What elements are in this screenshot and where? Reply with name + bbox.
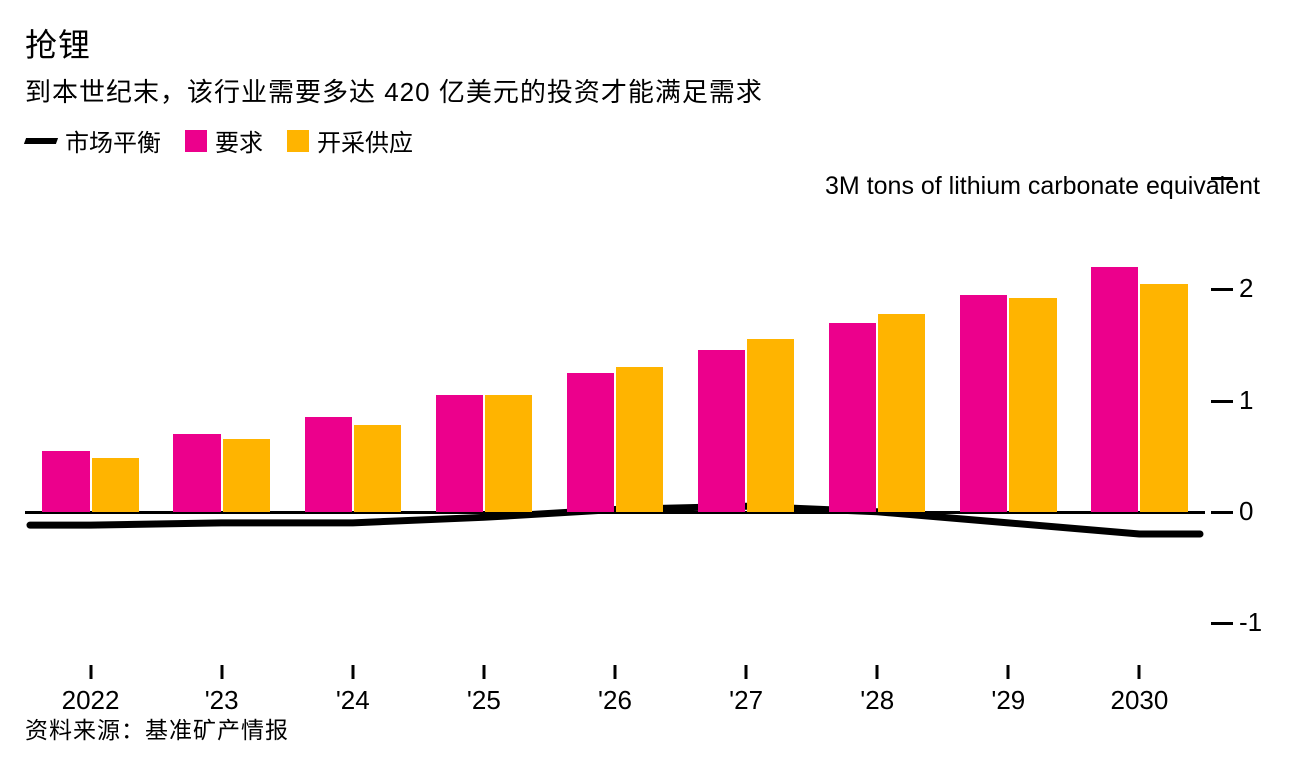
chart-subtitle: 到本世纪末，该行业需要多达 420 亿美元的投资才能满足需求	[25, 72, 1275, 109]
legend-label-demand: 要求	[215, 123, 263, 158]
bar-demand	[960, 295, 1007, 512]
x-tick-label: '23	[205, 685, 239, 716]
bar-demand	[567, 373, 614, 512]
bar-supply	[1140, 284, 1187, 512]
legend-line-icon	[24, 138, 58, 144]
y-tick-label: 0	[1239, 496, 1253, 527]
chart-container: 抢锂 到本世纪末，该行业需要多达 420 亿美元的投资才能满足需求 市场平衡 要…	[0, 0, 1300, 760]
plot-area	[25, 178, 1205, 623]
x-tick-mark	[220, 665, 223, 679]
bar-supply	[223, 439, 270, 511]
y-tick-label: 2	[1239, 273, 1253, 304]
source-label: 资料来源：基准矿产情报	[25, 711, 289, 745]
legend-item-supply: 开采供应	[287, 123, 413, 158]
x-tick-label: '28	[860, 685, 894, 716]
x-tick-mark	[876, 665, 879, 679]
bar-supply	[485, 395, 532, 512]
bar-demand	[305, 417, 352, 512]
x-tick-mark	[482, 665, 485, 679]
bar-demand	[1091, 267, 1138, 512]
y-tick-mark	[1211, 511, 1233, 514]
bar-supply	[354, 425, 401, 512]
x-tick-mark	[351, 665, 354, 679]
bar-supply	[1009, 298, 1056, 512]
x-tick-label: 2030	[1111, 685, 1169, 716]
x-tick-label: '24	[336, 685, 370, 716]
x-tick-mark	[1138, 665, 1141, 679]
x-tick-mark	[614, 665, 617, 679]
y-tick-label: -1	[1239, 607, 1262, 638]
bar-demand	[829, 323, 876, 512]
bar-demand	[42, 451, 89, 512]
bar-demand	[173, 434, 220, 512]
x-tick-label: '27	[729, 685, 763, 716]
legend-swatch-demand	[185, 130, 207, 152]
x-tick-mark	[745, 665, 748, 679]
bar-supply	[92, 458, 139, 511]
legend-label-balance: 市场平衡	[65, 123, 161, 158]
x-tick-label: '29	[991, 685, 1025, 716]
chart-title: 抢锂	[25, 20, 1275, 66]
legend-swatch-supply	[287, 130, 309, 152]
y-tick-mark	[1211, 288, 1233, 291]
x-tick-label: 2022	[62, 685, 120, 716]
legend: 市场平衡 要求 开采供应	[25, 123, 1275, 158]
bar-supply	[616, 367, 663, 512]
x-tick-label: '26	[598, 685, 632, 716]
y-tick-mark	[1211, 622, 1233, 625]
bar-demand	[698, 350, 745, 511]
bar-demand	[436, 395, 483, 512]
y-tick-mark	[1211, 400, 1233, 403]
bar-supply	[878, 314, 925, 512]
legend-label-supply: 开采供应	[317, 123, 413, 158]
x-tick-label: '25	[467, 685, 501, 716]
y-tick-mark	[1211, 177, 1233, 180]
y-tick-label: 1	[1239, 385, 1253, 416]
legend-item-balance: 市场平衡	[25, 123, 161, 158]
x-tick-mark	[1007, 665, 1010, 679]
bar-supply	[747, 339, 794, 511]
x-tick-mark	[89, 665, 92, 679]
legend-item-demand: 要求	[185, 123, 263, 158]
